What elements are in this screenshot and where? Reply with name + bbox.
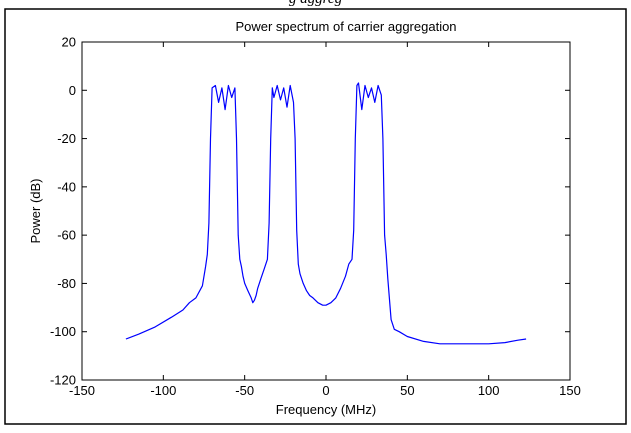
y-tick-label: -40 xyxy=(57,179,76,194)
axis-ticks: -150 -100 -50 0 50 100 150200-20-40-60-80-100-… xyxy=(50,35,581,399)
x-tick-label: 100 xyxy=(478,383,500,398)
y-tick-label: -100 xyxy=(50,324,76,339)
x-tick-label: 150 xyxy=(559,383,581,398)
x-tick-label: 50 xyxy=(400,383,414,398)
y-tick-label: -120 xyxy=(50,373,76,388)
series-line xyxy=(125,82,527,345)
x-axis-label: Frequency (MHz) xyxy=(276,402,376,417)
y-tick-label: -20 xyxy=(57,131,76,146)
y-tick-label: -60 xyxy=(57,228,76,243)
y-tick-label: 20 xyxy=(62,35,76,50)
x-tick-label: -50 xyxy=(235,383,254,398)
x-tick-label: -150 xyxy=(69,383,95,398)
chart-title: Power spectrum of carrier aggregation xyxy=(235,19,456,34)
y-tick-label: 0 xyxy=(69,83,76,98)
x-tick-label: -100 xyxy=(150,383,176,398)
figure-caption-fragment: g aggreg xyxy=(0,0,631,8)
x-tick-label: 0 xyxy=(322,383,329,398)
plot-area xyxy=(81,41,571,381)
y-tick-label: -80 xyxy=(57,276,76,291)
y-axis-label: Power (dB) xyxy=(28,178,43,243)
